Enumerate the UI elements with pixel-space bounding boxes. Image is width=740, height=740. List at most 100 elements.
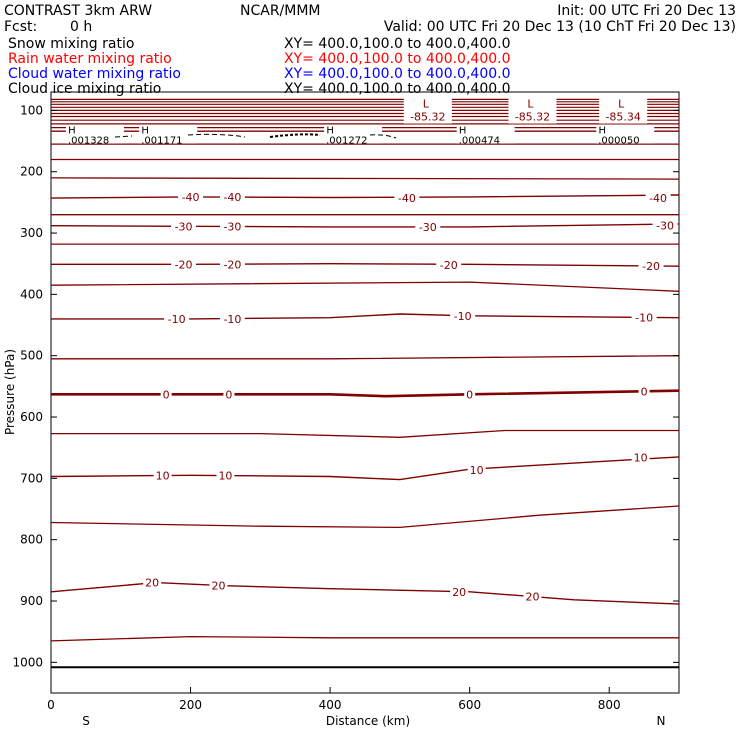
- y-tick-label: 400: [20, 287, 43, 301]
- low-label-bg: [403, 95, 452, 124]
- center-name: NCAR/MMM: [240, 3, 321, 19]
- low-value: -85.34: [605, 111, 640, 124]
- low-label-bg: [508, 95, 557, 124]
- low-marker: L: [423, 98, 430, 111]
- low-value: -85.32: [515, 111, 550, 124]
- field-xy: XY= 400.0,100.0 to 400.0,400.0: [284, 81, 511, 97]
- y-tick-label: 700: [20, 471, 43, 485]
- high-marker: H: [598, 126, 606, 137]
- contour-label-bg: [164, 311, 190, 325]
- high-value: .001171: [141, 136, 182, 147]
- plot-frame: [50, 91, 680, 694]
- x-end-label-left: S: [82, 714, 90, 728]
- x-tick-label: 0: [47, 698, 55, 712]
- high-label-bg: [139, 125, 198, 144]
- field-name: Cloud ice mixing ratio: [8, 81, 161, 97]
- contour-label: -20: [175, 258, 193, 271]
- contour-label: -10: [454, 310, 472, 323]
- high-marker: H: [459, 126, 467, 137]
- contour-label-bg: [178, 189, 204, 203]
- contour-label: 20: [211, 580, 225, 593]
- field-name: Cloud water mixing ratio: [8, 66, 181, 82]
- field-name: Snow mixing ratio: [8, 36, 134, 52]
- contour-label: 0: [466, 388, 473, 401]
- contour-line: [50, 223, 680, 228]
- contour-label-bg: [216, 468, 235, 482]
- low-label-bg: [599, 95, 648, 124]
- contour-label: -40: [182, 191, 200, 204]
- contour-line: [50, 456, 680, 481]
- contour-line: [51, 389, 680, 398]
- contour-label: 20: [145, 577, 159, 590]
- contour-label: -20: [440, 259, 458, 272]
- contour-label-bg: [450, 584, 469, 598]
- high-value: .000050: [598, 136, 639, 147]
- y-tick-label: 900: [20, 594, 43, 608]
- y-tick-label: 100: [20, 103, 43, 117]
- contour-label: -40: [649, 192, 667, 205]
- y-tick-label: 1000: [12, 655, 43, 669]
- x-tick-label: 400: [319, 698, 342, 712]
- contour-label-bg: [464, 387, 476, 401]
- contour-label-bg: [171, 257, 197, 271]
- contour-label-bg: [153, 468, 172, 482]
- y-tick-label: 800: [20, 533, 43, 547]
- contour-label-bg: [436, 257, 462, 271]
- contour-line: [50, 505, 680, 529]
- contour-label: 10: [470, 464, 484, 477]
- contour-label: 20: [525, 591, 539, 604]
- contour-label-bg: [143, 575, 162, 589]
- fcst-label: Fcst:: [4, 19, 37, 35]
- contour-label: -30: [419, 221, 437, 234]
- contour-label-bg: [415, 219, 441, 233]
- high-label-bg: [456, 125, 515, 144]
- contour-label: -10: [223, 313, 241, 326]
- x-axis-title: Distance (km): [326, 714, 410, 728]
- contour-label: -10: [635, 312, 653, 325]
- y-tick-label: 500: [20, 349, 43, 363]
- init-time: Init: 00 UTC Fri 20 Dec 13: [557, 3, 736, 19]
- contour-label-bg: [467, 462, 486, 476]
- contour-label: -40: [223, 191, 241, 204]
- fcst-value: 0 h: [70, 19, 92, 35]
- low-value: -85.32: [410, 111, 445, 124]
- contour-line: [51, 429, 679, 438]
- contour-label: 0: [163, 388, 170, 401]
- contour-label-bg: [223, 387, 235, 401]
- low-marker: L: [527, 98, 534, 111]
- contour-line: [50, 177, 680, 180]
- contour-label-bg: [523, 589, 542, 603]
- high-marker: H: [68, 126, 76, 137]
- contour-label-bg: [219, 189, 245, 203]
- y-tick-label: 200: [20, 165, 43, 179]
- contour-line: [51, 313, 680, 320]
- model-title: CONTRAST 3km ARW: [4, 3, 152, 19]
- high-marker: H: [326, 126, 334, 137]
- contour-label: -10: [168, 313, 186, 326]
- high-marker: H: [141, 126, 149, 137]
- high-label-bg: [596, 125, 655, 144]
- contour-label: -30: [175, 220, 193, 233]
- low-marker: L: [618, 98, 625, 111]
- snow-contour: [369, 134, 397, 139]
- contour-label-bg: [652, 218, 678, 232]
- x-tick-label: 200: [179, 698, 202, 712]
- y-tick-label: 600: [20, 410, 43, 424]
- contour-label: 0: [225, 388, 232, 401]
- contour-label: -20: [642, 260, 660, 273]
- contour-label-bg: [645, 191, 671, 205]
- snow-contour: [114, 135, 133, 138]
- contour-label-bg: [209, 578, 228, 592]
- contour-label: -40: [398, 192, 416, 205]
- contour-line: [51, 355, 680, 360]
- high-value: .000474: [459, 136, 500, 147]
- x-tick-label: 600: [458, 698, 481, 712]
- contour-label: 0: [641, 385, 648, 398]
- snow-contour: [187, 133, 246, 138]
- contour-label-bg: [160, 387, 172, 401]
- contour-label-bg: [219, 219, 245, 233]
- contour-label: -30: [656, 220, 674, 233]
- contour-label: 10: [634, 452, 648, 465]
- contour-label-bg: [631, 310, 657, 324]
